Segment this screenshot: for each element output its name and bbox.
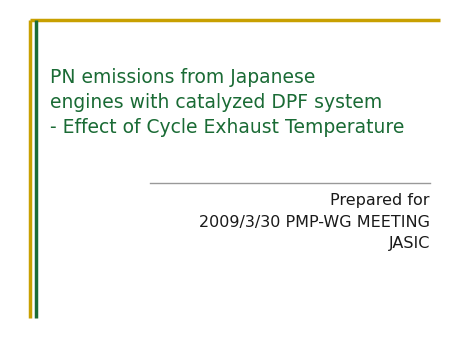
Text: Prepared for
2009/3/30 PMP-WG MEETING
JASIC: Prepared for 2009/3/30 PMP-WG MEETING JA…: [199, 193, 430, 251]
Text: PN emissions from Japanese
engines with catalyzed DPF system
- Effect of Cycle E: PN emissions from Japanese engines with …: [50, 68, 405, 137]
